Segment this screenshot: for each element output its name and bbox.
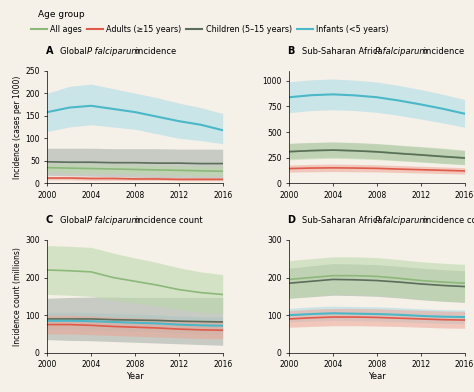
Text: B: B	[288, 46, 295, 56]
Text: P falciparum: P falciparum	[375, 47, 427, 56]
X-axis label: Year: Year	[126, 372, 144, 381]
Text: Age group: Age group	[38, 10, 84, 19]
Legend: All ages, Adults (≥15 years), Children (5–15 years), Infants (<5 years): All ages, Adults (≥15 years), Children (…	[27, 22, 392, 37]
Text: Sub-Saharan Africa: Sub-Saharan Africa	[301, 47, 385, 56]
Text: Sub-Saharan Africa: Sub-Saharan Africa	[301, 216, 385, 225]
Y-axis label: Incidence (cases per 1000): Incidence (cases per 1000)	[13, 75, 22, 179]
Y-axis label: Incidence count (millions): Incidence count (millions)	[13, 247, 22, 346]
Text: incidence count: incidence count	[421, 216, 474, 225]
Text: incidence count: incidence count	[133, 216, 202, 225]
Text: Global: Global	[60, 47, 89, 56]
X-axis label: Year: Year	[368, 372, 386, 381]
Text: P falciparum: P falciparum	[87, 216, 139, 225]
Text: A: A	[46, 46, 53, 56]
Text: incidence: incidence	[133, 47, 176, 56]
Text: D: D	[288, 215, 295, 225]
Text: P falciparum: P falciparum	[375, 216, 427, 225]
Text: C: C	[46, 215, 53, 225]
Text: incidence: incidence	[421, 47, 465, 56]
Text: P falciparum: P falciparum	[87, 47, 139, 56]
Text: Global: Global	[60, 216, 89, 225]
